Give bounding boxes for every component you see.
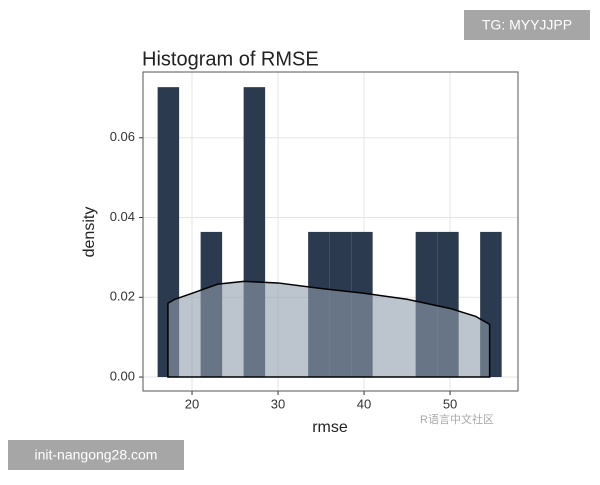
x-tick-label: 30 — [271, 396, 285, 411]
site-box — [8, 440, 184, 470]
y-tick-label: 0.00 — [110, 368, 135, 383]
tag-text: TG: MYYJJPP — [482, 17, 572, 33]
chart-title: Histogram of RMSE — [142, 48, 319, 70]
density-area — [167, 280, 491, 378]
tag-box — [464, 10, 590, 40]
x-axis-label: rmse — [312, 419, 348, 436]
panel-border — [142, 71, 519, 392]
y-axis-label: density — [81, 207, 98, 258]
x-tick-label: 40 — [357, 396, 371, 411]
watermark: R语言中文社区 — [420, 412, 494, 426]
x-tick-label: 20 — [185, 396, 199, 411]
site-text: init-nangong28.com — [35, 447, 158, 463]
x-tick-label: 50 — [443, 396, 457, 411]
y-tick-label: 0.04 — [110, 209, 135, 224]
y-tick-label: 0.06 — [110, 129, 135, 144]
y-tick-label: 0.02 — [110, 289, 135, 304]
